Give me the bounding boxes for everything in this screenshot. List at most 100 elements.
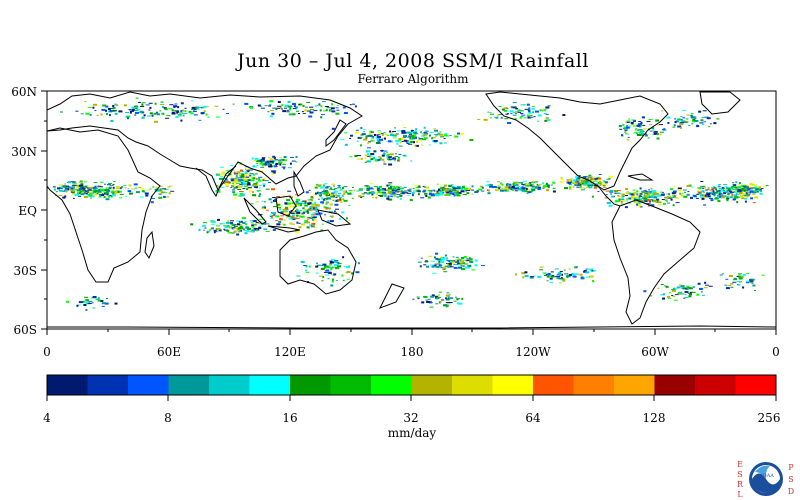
rainfall-pixel — [582, 178, 587, 181]
rainfall-pixel — [372, 136, 375, 138]
rainfall-pixel — [396, 197, 399, 199]
rainfall-pixel — [230, 177, 233, 180]
rainfall-pixel — [533, 275, 536, 277]
rainfall-pixel — [319, 109, 322, 112]
rainfall-pixel — [327, 265, 330, 268]
rainfall-pixel — [383, 150, 388, 152]
rainfall-pixel — [224, 226, 229, 229]
rainfall-pixel — [528, 183, 532, 184]
rainfall-pixel — [272, 171, 276, 174]
rainfall-pixel — [117, 191, 120, 193]
rainfall-pixel — [398, 186, 402, 187]
rainfall-pixel — [745, 193, 748, 195]
rainfall-pixel — [412, 194, 414, 197]
rainfall-pixel — [718, 188, 723, 190]
rainfall-pixel — [524, 271, 528, 274]
rainfall-pixel — [504, 187, 509, 190]
rainfall-pixel — [97, 185, 100, 188]
rainfall-pixel — [386, 152, 388, 154]
rainfall-pixel — [308, 265, 311, 268]
rainfall-pixel — [461, 262, 465, 265]
rainfall-pixel — [327, 197, 331, 200]
rainfall-pixel — [689, 291, 692, 294]
rainfall-pixel — [638, 199, 642, 201]
rainfall-pixel — [716, 190, 721, 192]
rainfall-pixel — [521, 190, 525, 193]
rainfall-pixel — [419, 265, 422, 268]
rainfall-pixel — [408, 131, 411, 134]
rainfall-pixel — [216, 225, 220, 227]
rainfall-pixel — [91, 302, 94, 304]
rainfall-pixel — [230, 222, 233, 225]
rainfall-pixel — [552, 187, 556, 189]
rainfall-pixel — [508, 187, 513, 189]
rainfall-pixel — [520, 116, 524, 117]
rainfall-pixel — [327, 278, 330, 280]
rainfall-pixel — [453, 264, 457, 265]
rainfall-pixel — [467, 188, 471, 190]
rainfall-pixel — [530, 187, 535, 190]
rainfall-pixel — [89, 193, 94, 195]
rainfall-pixel — [191, 106, 196, 109]
rainfall-pixel — [469, 264, 472, 266]
rainfall-pixel — [516, 108, 519, 110]
rainfall-pixel — [391, 188, 396, 190]
rainfall-pixel — [381, 158, 385, 161]
rainfall-pixel — [235, 177, 239, 179]
rainfall-pixel — [523, 104, 527, 106]
rainfall-pixel — [489, 117, 492, 119]
rainfall-pixel — [445, 302, 450, 304]
rainfall-pixel — [207, 116, 210, 118]
rainfall-pixel — [258, 226, 262, 229]
rainfall-pixel — [338, 196, 342, 198]
rainfall-pixel — [639, 195, 642, 197]
rainfall-pixel — [335, 112, 340, 115]
rainfall-pixel — [241, 193, 246, 195]
rainfall-pixel — [66, 300, 70, 303]
rainfall-pixel — [74, 194, 79, 196]
rainfall-pixel — [630, 193, 634, 196]
rainfall-pixel — [100, 194, 105, 196]
rainfall-pixel — [741, 188, 745, 190]
rainfall-pixel — [725, 190, 729, 193]
rainfall-pixel — [85, 193, 88, 195]
rainfall-pixel — [193, 109, 197, 111]
rainfall-pixel — [101, 302, 106, 305]
rainfall-pixel — [333, 260, 338, 263]
rainfall-pixel — [657, 287, 660, 289]
rainfall-pixel — [106, 184, 111, 186]
rainfall-pixel — [395, 196, 400, 198]
rainfall-pixel — [134, 187, 138, 189]
rainfall-pixel — [426, 186, 430, 189]
rainfall-pixel — [461, 188, 464, 191]
rainfall-pixel — [625, 200, 629, 202]
rainfall-pixel — [524, 275, 529, 278]
lat-axis — [41, 90, 47, 330]
rainfall-pixel — [668, 297, 672, 299]
rainfall-pixel — [435, 135, 437, 137]
rainfall-pixel — [528, 109, 531, 112]
rainfall-pixel — [392, 192, 396, 194]
rainfall-pixel — [399, 197, 402, 200]
rainfall-pixel — [310, 225, 315, 228]
rainfall-pixel — [403, 139, 407, 142]
rainfall-pixel — [72, 185, 77, 187]
rainfall-pixel — [229, 175, 233, 177]
rainfall-pixel — [294, 230, 299, 233]
rainfall-pixel — [414, 130, 417, 133]
coast-india — [195, 165, 237, 198]
colorbar-swatch — [47, 375, 88, 395]
coast-africa — [47, 127, 161, 283]
rainfall-pixel — [92, 106, 95, 109]
rainfall-pixel — [671, 289, 676, 291]
rainfall-pixel — [330, 107, 335, 110]
rainfall-pixel — [162, 188, 167, 190]
rainfall-pixel — [736, 280, 740, 282]
rainfall-pixel — [337, 187, 342, 189]
rainfall-pixel — [108, 186, 112, 188]
rainfall-pixel — [435, 193, 439, 195]
rainfall-pixel — [500, 116, 503, 119]
rainfall-pixel — [736, 201, 739, 204]
rainfall-pixel — [453, 266, 458, 269]
rainfall-pixel — [659, 124, 663, 126]
